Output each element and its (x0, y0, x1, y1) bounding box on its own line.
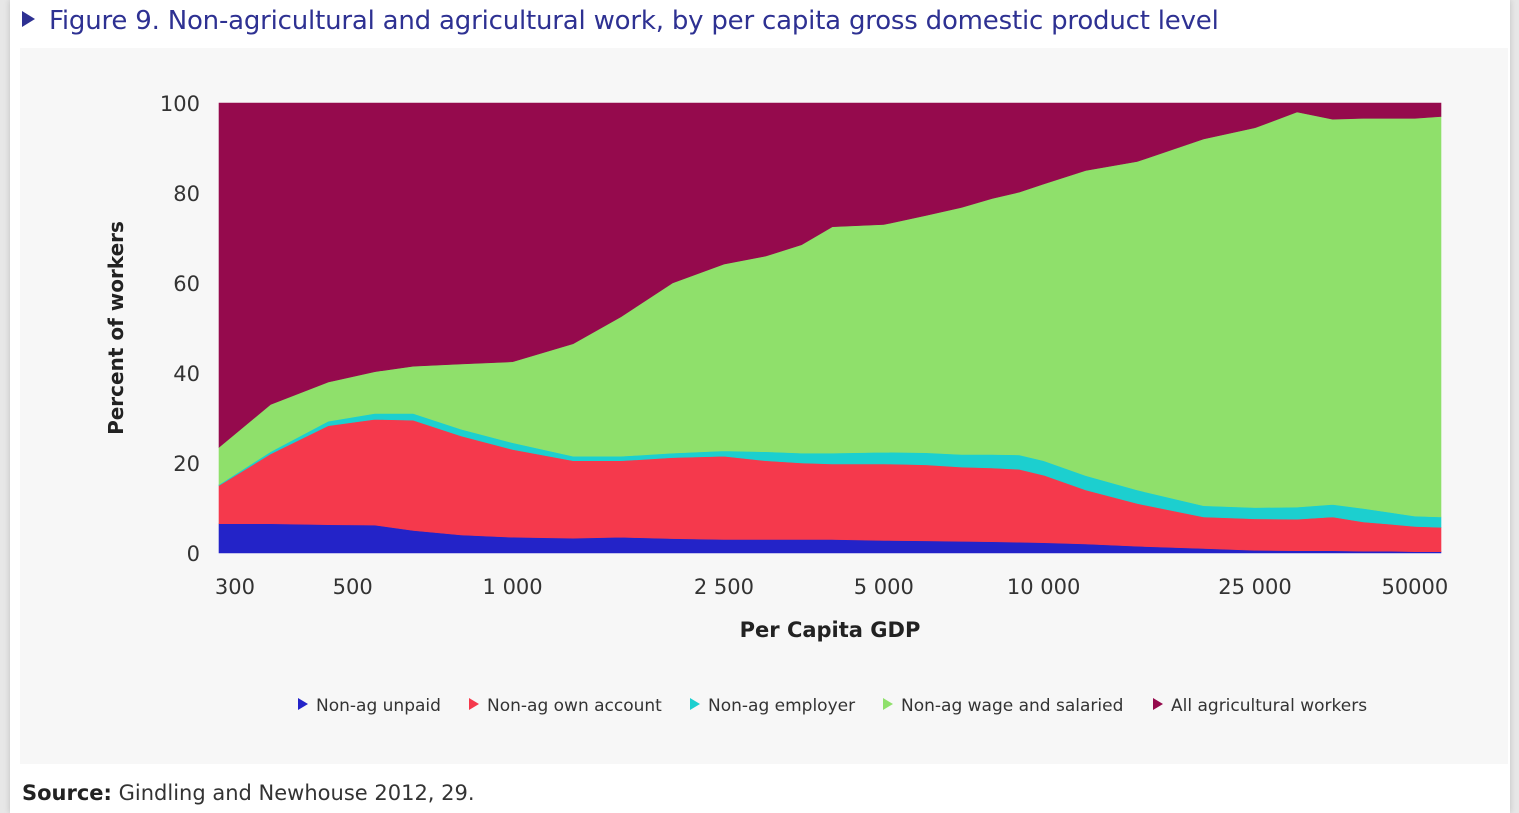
x-tick-label: 300 (215, 575, 255, 599)
area-series-5 (218, 102, 1442, 448)
stacked-area-chart: 0 20 40 60 80 100 300 500 1 000 2 500 5 000 10 000… (104, 92, 1448, 716)
x-tick-labels: 300 500 1 000 2 500 5 000 10 000 25 000 50000 (215, 575, 1448, 599)
source-label: Source: (22, 781, 112, 805)
y-tick-label: 20 (173, 452, 200, 476)
x-tick-label: 10 000 (1007, 575, 1080, 599)
legend-item-label: Non-ag employer (708, 696, 855, 716)
y-tick-labels: 0 20 40 60 80 100 (160, 92, 200, 566)
figure-title: Figure 9. Non-agricultural and agricultu… (22, 6, 1219, 36)
legend-item-label: Non-ag unpaid (316, 696, 441, 716)
legend-marker-icon (469, 698, 479, 710)
x-tick-label: 25 000 (1218, 575, 1291, 599)
y-tick-label: 60 (173, 272, 200, 296)
y-tick-label: 100 (160, 92, 200, 116)
plot-areas (218, 102, 1442, 554)
y-axis-label: Percent of workers (104, 221, 128, 435)
x-tick-label: 2 500 (694, 575, 754, 599)
x-tick-label: 5 000 (854, 575, 914, 599)
legend-item-label: All agricultural workers (1171, 696, 1367, 716)
legend-item-label: Non-ag own account (487, 696, 662, 716)
legend-marker-icon (1153, 698, 1163, 710)
legend-marker-icon (298, 698, 308, 710)
legend-marker-icon (883, 698, 893, 710)
x-tick-label: 50000 (1381, 575, 1448, 599)
y-tick-label: 80 (173, 182, 200, 206)
x-tick-label: 1 000 (483, 575, 543, 599)
legend-item-label: Non-ag wage and salaried (901, 696, 1123, 716)
legend-marker-icon (690, 698, 700, 710)
figure-frame: Figure 9. Non-agricultural and agricultu… (10, 0, 1510, 813)
y-tick-label: 0 (187, 542, 200, 566)
triangle-bullet-icon (22, 11, 35, 27)
legend: Non-ag unpaid Non-ag own account Non-ag em… (298, 696, 1367, 716)
source-text: Gindling and Newhouse 2012, 29. (118, 781, 475, 805)
source-note: Source: Gindling and Newhouse 2012, 29. (22, 781, 475, 805)
figure-title-text: Figure 9. Non-agricultural and agricultu… (49, 6, 1219, 36)
y-tick-label: 40 (173, 362, 200, 386)
x-axis-label: Per Capita GDP (740, 618, 921, 642)
x-tick-label: 500 (333, 575, 373, 599)
chart-panel: 0 20 40 60 80 100 300 500 1 000 2 500 5 000 10 000… (20, 48, 1508, 764)
